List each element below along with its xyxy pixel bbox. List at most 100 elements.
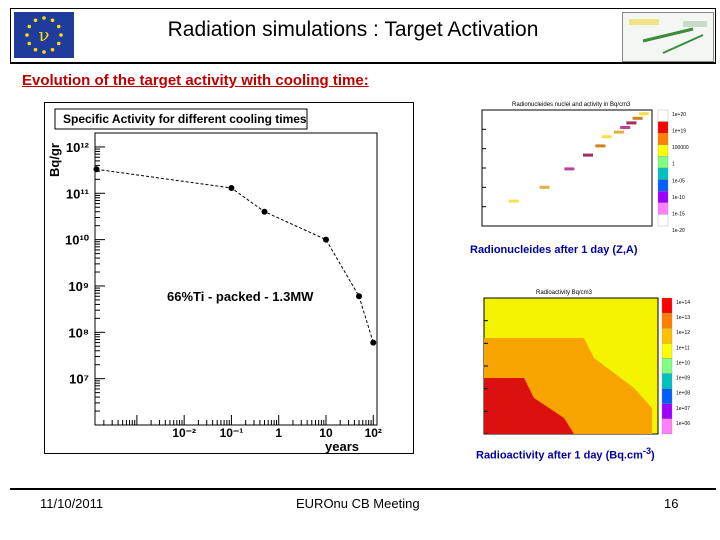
nuclide-colorscale-cell [657, 144, 669, 157]
footer-meeting: EUROnu CB Meeting [296, 496, 420, 511]
nuclide-colorscale-label: 1e-10 [672, 195, 685, 201]
data-point [356, 293, 363, 300]
nuclide-cell [539, 185, 550, 189]
eu-star [27, 24, 32, 29]
nuclide-cell [601, 135, 612, 139]
radioactivity-caption-sup: -3 [642, 446, 652, 456]
nuclide-colorscale-cell [657, 156, 669, 169]
activity-colorscale-label: 1e+13 [676, 315, 690, 321]
eu-flag-logo: ν [14, 12, 74, 58]
title-bar [10, 8, 716, 64]
activity-colorscale-cell [661, 403, 673, 420]
nuclide-colorscale-cell [657, 214, 669, 227]
activity-colorscale-cell [661, 418, 673, 435]
logo-letter: ν [39, 25, 50, 46]
x-tick-label: 10⁻² [172, 426, 196, 440]
nuclide-colorscale-label: 100000 [672, 145, 689, 151]
nuclide-cell [583, 153, 593, 157]
activity-colorscale-label: 1e+07 [676, 406, 690, 412]
specific-activity-chart: Specific Activity for different cooling … [47, 108, 382, 454]
activity-colorscale-label: 1e+14 [676, 300, 690, 306]
nuclide-colorscale-label: 1e-20 [672, 228, 685, 234]
section-title: Evolution of the target activity with co… [22, 72, 369, 89]
activity-map-title: Radioactivity Bq/cm3 [536, 290, 593, 296]
nuclide-colorscale-label: 1e-15 [672, 211, 685, 217]
x-axis-label: years [325, 439, 359, 453]
y-tick-label: 10⁹ [68, 279, 89, 294]
nuclide-cell [508, 199, 519, 203]
eu-stars-icon: ν [25, 16, 63, 54]
specific-activity-chart-panel: Specific Activity for different cooling … [44, 102, 414, 454]
footer-bar [10, 488, 716, 534]
x-tick-label: 10 [319, 426, 333, 440]
nuclide-cell [638, 112, 649, 116]
eu-star [56, 24, 61, 29]
radioactivity-map-caption: Radioactivity after 1 day (Bq.cm-3) [476, 446, 655, 462]
activity-colorscale-label: 1e+09 [676, 376, 690, 382]
data-point [322, 236, 329, 243]
nuclide-colorscale-cell [657, 191, 669, 203]
x-tick-label: 1 [275, 426, 282, 440]
nuclide-cell [564, 167, 575, 171]
data-point [93, 166, 100, 173]
nuclide-cell [620, 126, 631, 129]
nuclide-cell [595, 144, 606, 148]
eu-star [50, 18, 55, 23]
footer-page-number: 16 [664, 496, 679, 511]
nuclide-map-chart: Radionucleides nuclei and activity in Bq… [462, 96, 714, 264]
nuclide-colorscale-cell [657, 109, 669, 122]
eu-star [33, 47, 38, 52]
eu-star [59, 33, 63, 37]
data-point [370, 339, 377, 346]
radioactivity-caption-text: Radioactivity after 1 day (Bq.cm [476, 449, 643, 462]
y-tick-label: 10¹² [66, 140, 90, 155]
eu-star [56, 41, 61, 46]
activity-colorscale-cell [661, 373, 673, 389]
chart-title-box [54, 108, 308, 130]
nuclide-colorscale-label: 1e+19 [672, 129, 686, 135]
activity-colorscale-cell [661, 343, 673, 359]
x-tick-label: 10⁻¹ [220, 426, 244, 440]
activity-colorscale-cell [661, 312, 673, 329]
nuclide-colorscale-label: 1e+20 [672, 112, 686, 118]
chart-annotation: 66%Ti - packed - 1.3MW [167, 289, 314, 304]
activity-colorscale-label: 1e+12 [676, 330, 690, 336]
data-point [228, 185, 235, 192]
nuclide-colorscale-cell [657, 202, 669, 215]
eu-star [27, 41, 32, 46]
nuclide-cell [632, 116, 643, 120]
activity-curve [96, 168, 374, 343]
plot-frame [94, 132, 378, 426]
nuclide-colorscale-cell [657, 133, 669, 145]
nuclide-colorscale-label: 1 [672, 162, 675, 168]
nuclide-cell [614, 130, 624, 134]
y-tick-label: 10⁷ [69, 372, 89, 387]
activity-colorscale-label: 1e+08 [676, 391, 690, 397]
nuclide-map-caption: Radionucleides after 1 day (Z,A) [470, 244, 638, 256]
activity-colorscale-cell [661, 358, 673, 374]
eu-star [50, 47, 55, 52]
eu-star [42, 50, 46, 54]
radioactivity-map-chart: Radioactivity Bq/cm3 1e+14 1e+13 1e+12 1e+11… [462, 284, 714, 444]
y-tick-label: 10¹¹ [66, 186, 89, 201]
nuclide-colorscale-cell [657, 121, 669, 134]
x-tick-label: 10² [365, 426, 382, 440]
activity-colorscale-label: 1e+11 [676, 345, 690, 351]
y-axis-label: Bq/gr [47, 143, 62, 177]
y-tick-label: 10¹⁰ [65, 233, 90, 248]
activity-colorscale-cell [661, 388, 673, 404]
eu-star [25, 33, 29, 37]
activity-colorscale-cell [661, 328, 673, 344]
footer-date: 11/10/2011 [40, 496, 104, 511]
page-title: Radiation simulations : Target Activatio… [167, 18, 539, 41]
chart-title: Specific Activity for different cooling … [63, 112, 307, 126]
eu-star [42, 16, 46, 20]
facility-thumbnail-image [622, 12, 714, 62]
nuclide-colorscale-cell [657, 167, 669, 180]
nuclide-cell [626, 121, 637, 125]
y-tick-label: 10⁸ [68, 325, 89, 340]
activity-red-region [484, 378, 574, 434]
nuclide-map-title: Radionucleides nuclei and activity in Bq… [512, 102, 631, 108]
activity-colorscale-cell [661, 297, 673, 314]
data-point [261, 208, 268, 215]
